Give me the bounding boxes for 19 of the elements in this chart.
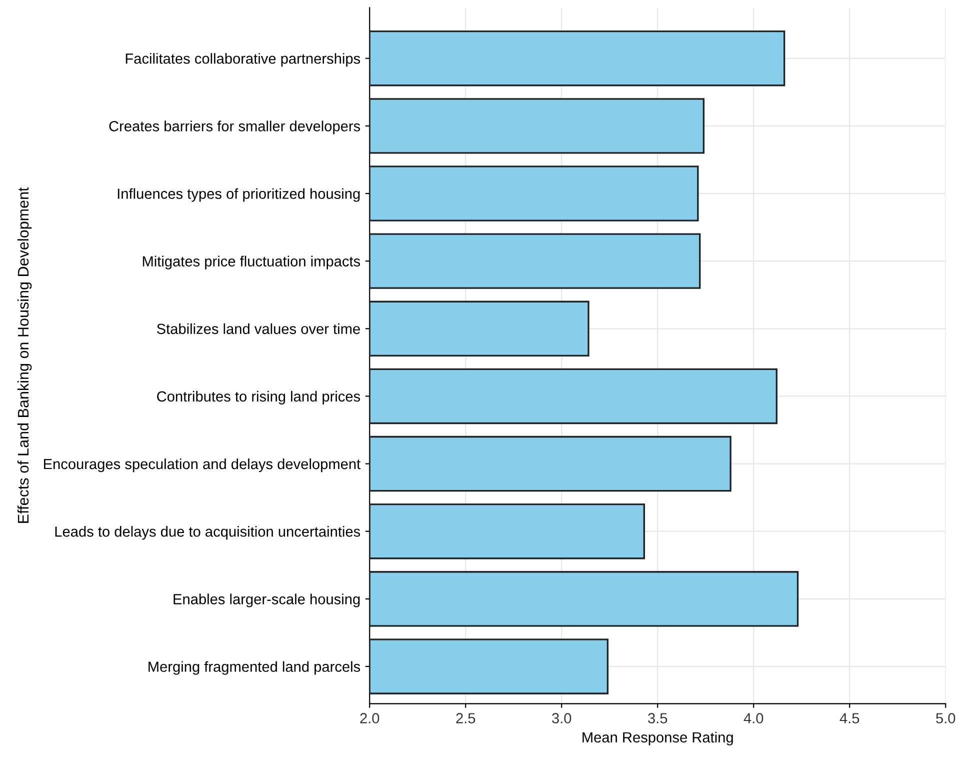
y-axis-title: Effects of Land Banking on Housing Development (17, 187, 32, 523)
x-tick-label: 4.0 (744, 713, 764, 724)
x-tick-label: 3.5 (648, 713, 668, 724)
x-tick-label: 2.5 (456, 713, 476, 724)
x-tick-label: 2.0 (360, 713, 380, 724)
y-tick-label: Facilitates collaborative partnerships (126, 53, 360, 67)
y-tick-label: Enables larger-scale housing (174, 594, 360, 608)
x-tick-label: 5.0 (936, 713, 956, 724)
x-axis-title: Mean Response Rating (582, 732, 733, 746)
y-tick-label: Stabilizes land values over time (156, 323, 360, 334)
y-tick-label: Contributes to rising land prices (157, 390, 360, 405)
x-tick-label: 4.5 (840, 713, 860, 724)
y-tick-label: Creates barriers for smaller developers (109, 120, 360, 134)
y-tick-label: Leads to delays due to acquisition uncertainties (55, 526, 360, 540)
y-tick-label: Mitigates price fluctuation impacts (142, 256, 360, 270)
y-tick-label: Influences types of prioritized housing (118, 188, 360, 202)
x-tick-label: 3.0 (552, 713, 572, 724)
y-tick-label: Encourages speculation and delays development (44, 458, 360, 472)
y-tick-label: Merging fragmented land parcels (148, 661, 360, 675)
